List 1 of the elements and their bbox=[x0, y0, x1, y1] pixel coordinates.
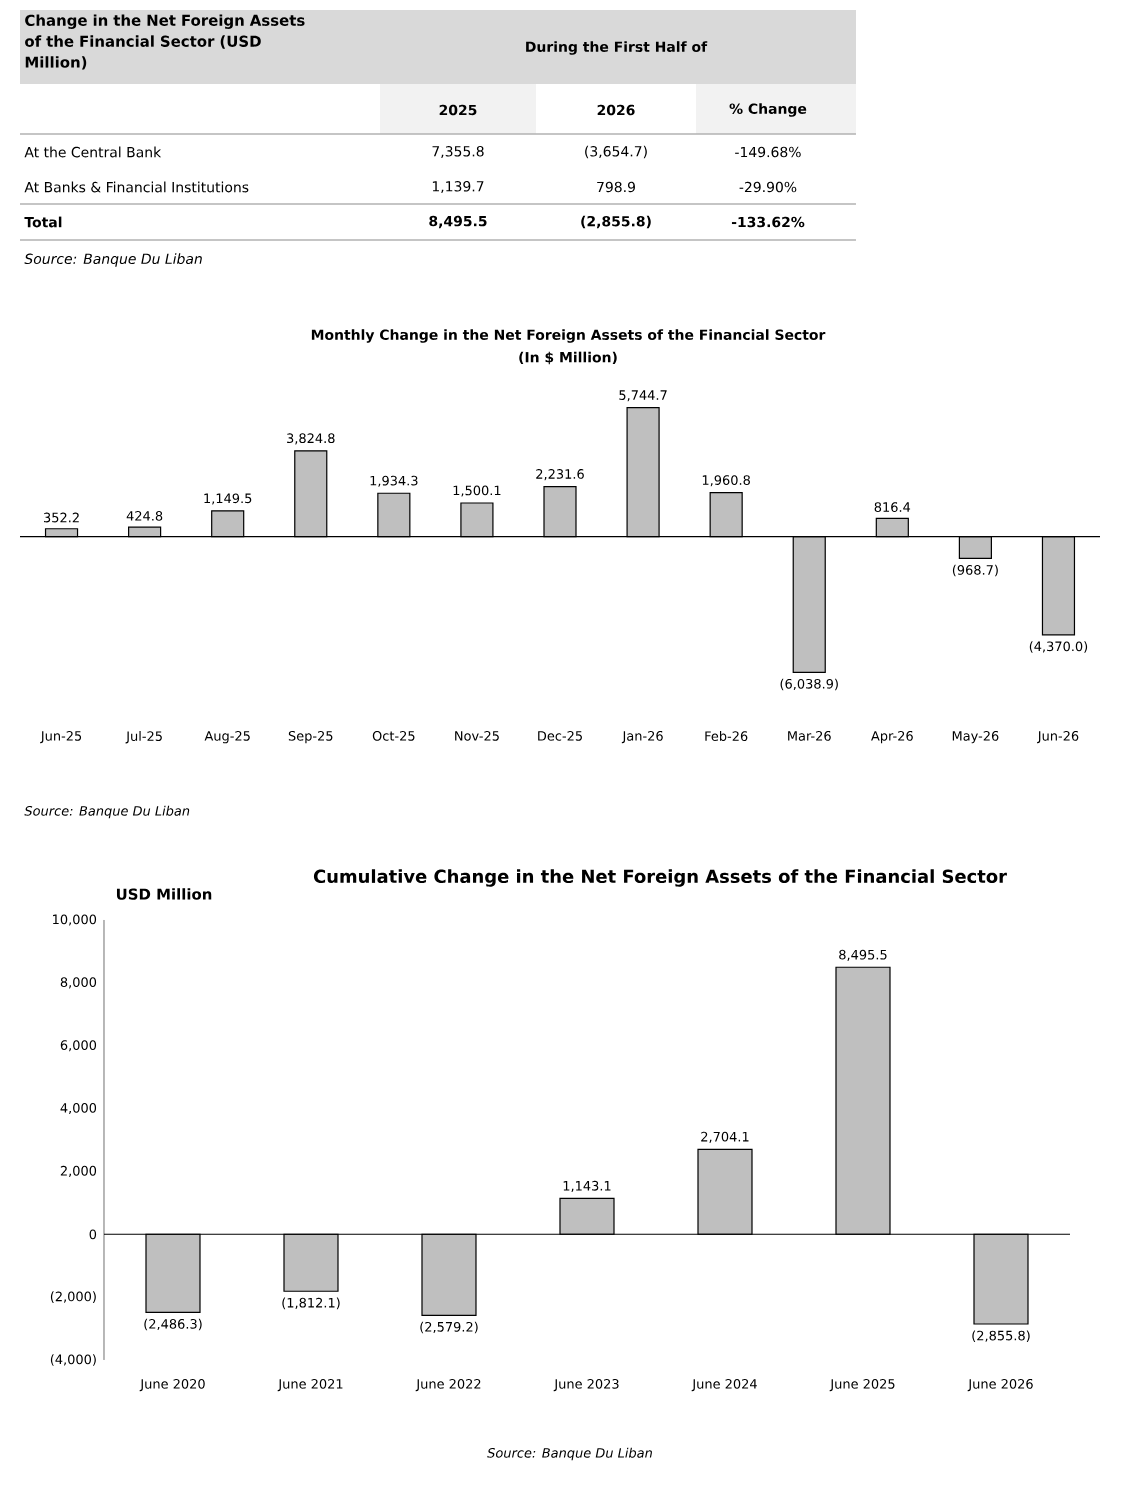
chart-title: Cumulative Change in the Net Foreign Assets of the Financial Sector bbox=[313, 869, 1007, 887]
